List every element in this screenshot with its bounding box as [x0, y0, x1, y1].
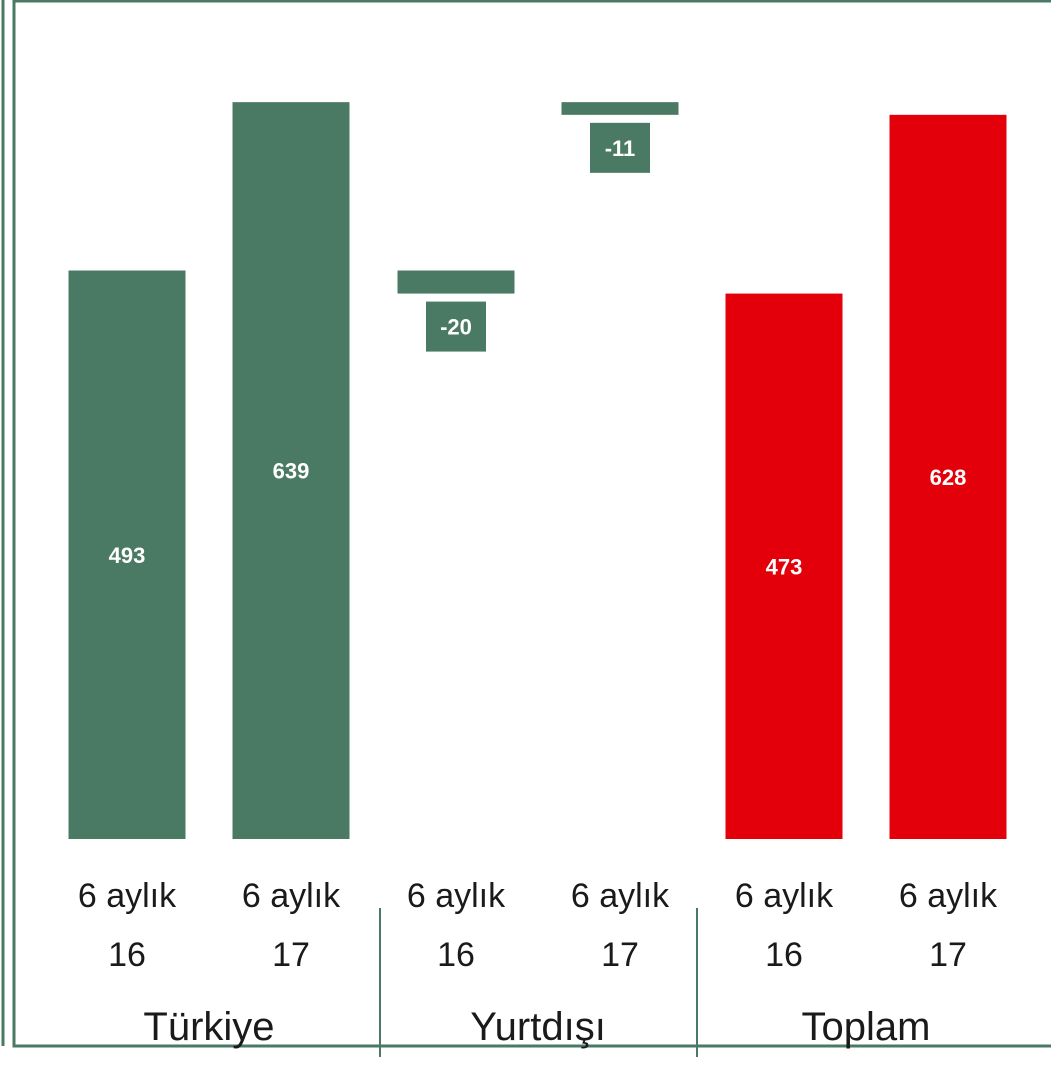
bar-value-box — [426, 301, 486, 352]
bar-value-label: 493 — [109, 543, 146, 568]
x-tick-label: 6 aylık — [242, 877, 341, 915]
bar — [725, 293, 843, 839]
group-label: Yurtdışı — [470, 1005, 606, 1049]
x-tick-label: 17 — [272, 936, 310, 974]
bar-value-box — [590, 122, 650, 173]
group-label: Türkiye — [143, 1005, 274, 1049]
bar-value-label: 628 — [930, 465, 967, 490]
bar-value-label: -20 — [440, 315, 472, 340]
bar-value-label: 639 — [273, 459, 310, 484]
bar — [561, 102, 679, 115]
chart-frame — [12, 0, 1051, 1048]
bar — [68, 270, 186, 839]
x-tick-label: 6 aylık — [571, 877, 670, 915]
x-tick-label: 6 aylık — [735, 877, 834, 915]
x-tick-label: 16 — [765, 936, 803, 974]
x-tick-label: 16 — [437, 936, 475, 974]
bar — [232, 102, 350, 839]
x-tick-label: 6 aylık — [78, 877, 177, 915]
x-tick-label: 6 aylık — [407, 877, 506, 915]
x-tick-label: 6 aylık — [899, 877, 998, 915]
x-tick-label: 17 — [601, 936, 639, 974]
x-tick-label: 17 — [929, 936, 967, 974]
bar-value-label: -11 — [605, 136, 636, 161]
bar — [397, 270, 515, 294]
bar-value-label: 473 — [766, 554, 803, 579]
bar — [889, 114, 1007, 839]
x-tick-label: 16 — [108, 936, 146, 974]
group-label: Toplam — [802, 1005, 931, 1049]
